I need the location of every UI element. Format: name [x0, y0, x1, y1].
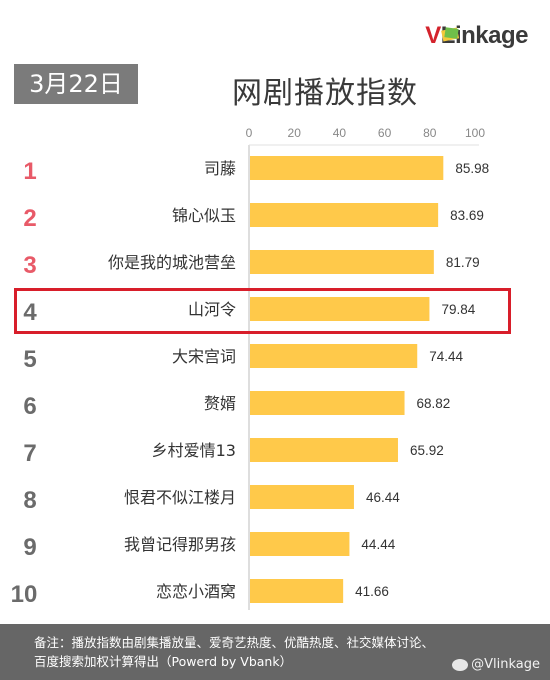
value-label: 44.44: [361, 537, 395, 552]
x-tick-label: 80: [423, 126, 437, 140]
bar: [250, 297, 430, 321]
bar: [250, 438, 398, 462]
rank-number: 2: [23, 205, 36, 232]
bar: [250, 532, 350, 556]
rank-number: 1: [23, 158, 36, 185]
bar-chart: 0 20 40 60 80 100 1 司藤 85.98 2 锦心似玉 83.69 3 你是我的城池营垒 8…: [11, 126, 489, 610]
chart-title: 网剧播放指数: [232, 76, 418, 111]
category-label: 赘婿: [204, 394, 236, 413]
bar: [250, 579, 344, 603]
highlight-box: [14, 288, 511, 334]
rank-number: 3: [23, 252, 36, 279]
rank-number: 6: [23, 393, 36, 420]
bar: [250, 203, 439, 227]
x-tick-label: 20: [288, 126, 302, 140]
value-label: 65.92: [410, 443, 444, 458]
bar: [250, 250, 434, 274]
bar: [250, 391, 405, 415]
category-label: 恋恋小酒窝: [156, 582, 236, 601]
category-label: 大宋宫词: [172, 347, 236, 366]
category-label: 你是我的城池营垒: [108, 253, 236, 272]
category-label: 山河令: [188, 300, 236, 319]
value-label: 74.44: [429, 349, 463, 364]
logo-mark-icon: [441, 27, 460, 42]
rank-number: 8: [23, 487, 36, 514]
bar: [250, 485, 354, 509]
bar: [250, 344, 418, 368]
logo-v: V: [425, 22, 441, 49]
x-tick-label: 40: [333, 126, 347, 140]
value-label: 83.69: [450, 208, 484, 223]
value-label: 81.79: [446, 255, 480, 270]
rank-number: 9: [23, 534, 36, 561]
value-label: 41.66: [355, 584, 389, 599]
category-label: 我曾记得那男孩: [124, 535, 236, 554]
footer-note: 备注：播放指数由剧集播放量、爱奇艺热度、优酷热度、社交媒体讨论、 百度搜索加权计…: [0, 624, 550, 680]
x-tick-label: 0: [246, 126, 253, 140]
category-label: 恨君不似江楼月: [124, 488, 236, 507]
vlinkage-logo: VLinkage: [425, 22, 528, 50]
rank-number: 4: [23, 299, 37, 326]
x-tick-label: 100: [465, 126, 485, 140]
footer-line-1: 备注：播放指数由剧集播放量、爱奇艺热度、优酷热度、社交媒体讨论、: [34, 635, 435, 650]
value-label: 85.98: [455, 161, 489, 176]
rank-number: 7: [23, 440, 36, 467]
x-tick-label: 60: [378, 126, 392, 140]
weibo-watermark: @Vlinkage: [452, 657, 540, 672]
watermark-text: @Vlinkage: [471, 657, 540, 672]
category-label: 锦心似玉: [172, 206, 236, 225]
bar: [250, 156, 444, 180]
date-badge: 3月22日: [14, 64, 138, 104]
footer-line-2: 百度搜索加权计算得出（Powerd by Vbank）: [34, 654, 293, 669]
value-label: 46.44: [366, 490, 400, 505]
weibo-icon: [452, 658, 469, 671]
category-label: 乡村爱情13: [152, 441, 236, 460]
rank-number: 10: [11, 581, 38, 608]
category-label: 司藤: [204, 159, 236, 178]
rank-number: 5: [23, 346, 36, 373]
value-label: 68.82: [417, 396, 451, 411]
value-label: 79.84: [441, 302, 475, 317]
